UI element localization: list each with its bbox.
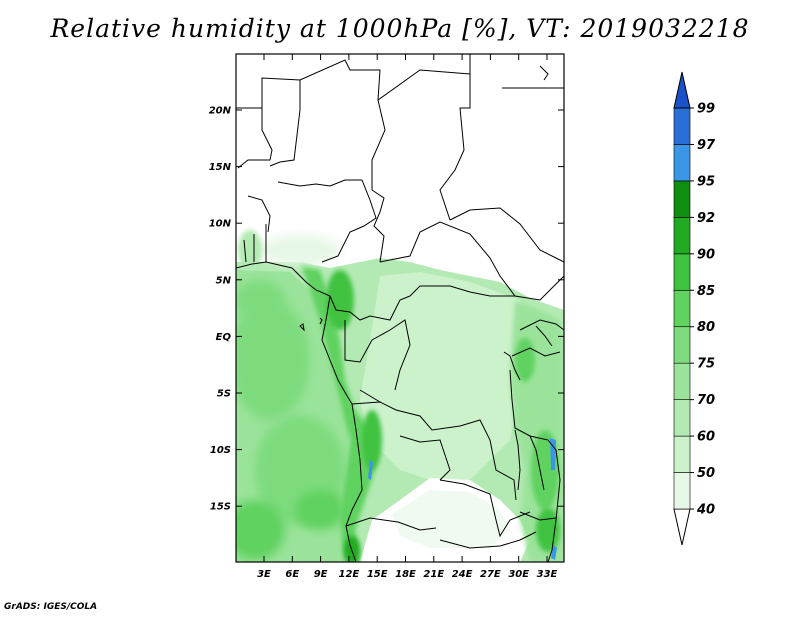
lon-tick-label: 30E <box>508 569 529 580</box>
lat-tick-label: 10S <box>210 445 231 456</box>
latitude-axis: 20N 15N 10N 5N EQ 5S 10S 15S <box>209 106 564 513</box>
colorbar-label: 85 <box>697 284 715 299</box>
colorbar-label: 95 <box>697 174 715 189</box>
lat-tick-label: 10N <box>209 219 232 230</box>
colorbar-label: 99 <box>697 102 715 117</box>
lat-tick-label: 15N <box>209 162 232 173</box>
colorbar-segment <box>673 508 691 546</box>
colorbar-segment <box>673 435 691 473</box>
colorbar-label: 60 <box>697 430 715 445</box>
lon-tick-label: 33E <box>537 569 558 580</box>
lat-tick-label: 5N <box>216 275 232 286</box>
colorbar-label: 90 <box>697 247 715 262</box>
lat-tick-label: 15S <box>210 502 231 513</box>
colorbar-label: 97 <box>697 138 716 153</box>
lon-tick-label: 3E <box>257 569 271 580</box>
colorbar-segment <box>673 180 691 218</box>
humidity-field <box>236 230 564 562</box>
colorbar-segment <box>673 472 691 510</box>
lat-tick-label: 20N <box>209 106 232 117</box>
colorbar-segment <box>673 289 691 328</box>
lat-tick-label: EQ <box>216 332 232 343</box>
longitude-axis: 3E 6E 9E 12E 15E 18E 21E 24E 27E 30E 33E <box>257 54 558 580</box>
lon-tick-label: 27E <box>480 569 501 580</box>
lon-tick-label: 18E <box>395 569 416 580</box>
country-borders <box>236 54 564 562</box>
lon-tick-label: 15E <box>367 569 388 580</box>
colorbar-segment <box>673 71 691 109</box>
colorbar-segment <box>673 217 691 255</box>
colorbar-segment <box>673 399 691 437</box>
colorbar-label: 75 <box>697 357 715 372</box>
colorbar-label: 92 <box>697 211 715 226</box>
lon-tick-label: 12E <box>339 569 360 580</box>
lon-tick-label: 21E <box>423 569 444 580</box>
lon-tick-label: 6E <box>285 569 299 580</box>
grads-credit: GrADS: IGES/COLA <box>4 602 98 612</box>
lat-tick-label: 5S <box>217 389 231 400</box>
colorbar-segment <box>673 362 691 400</box>
lon-tick-label: 9E <box>314 569 328 580</box>
colorbar-label: 80 <box>697 320 715 335</box>
map-title: Relative humidity at 1000hPa [%], VT: 20… <box>50 14 750 43</box>
colorbar-label: 70 <box>697 393 715 408</box>
colorbar-label: 50 <box>697 466 715 481</box>
lon-tick-label: 24E <box>452 569 473 580</box>
map-frame <box>235 53 565 563</box>
colorbar-label: 40 <box>696 503 715 518</box>
colorbar-segment <box>673 253 691 291</box>
colorbar: 40 50 60 70 75 80 85 90 92 95 97 99 <box>673 71 716 546</box>
colorbar-segment <box>673 144 691 182</box>
colorbar-segment <box>673 107 691 145</box>
colorbar-segment <box>673 326 691 364</box>
